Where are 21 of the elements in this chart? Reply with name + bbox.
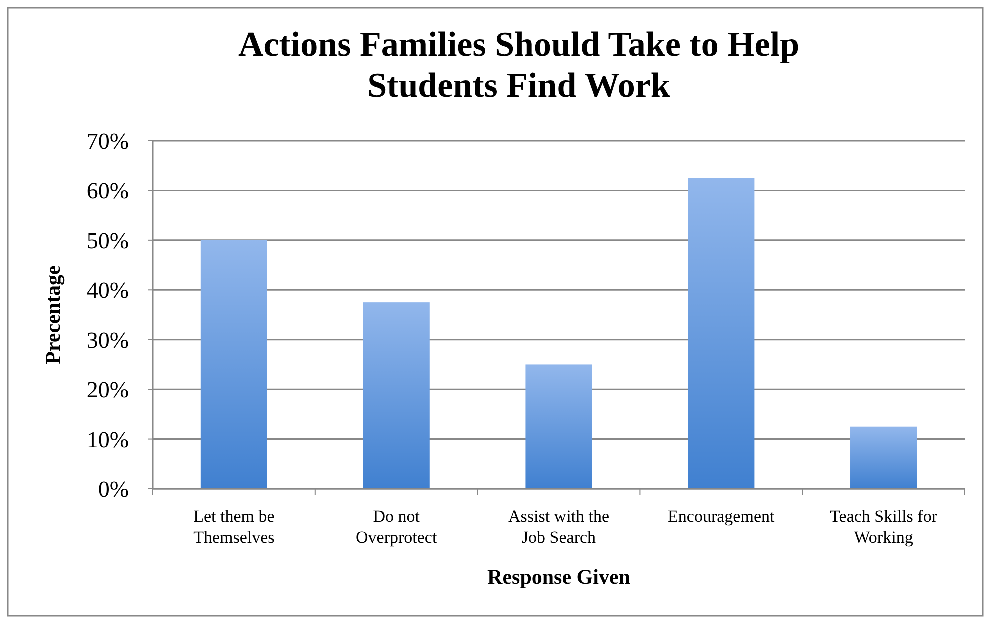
y-tick-label: 10% — [86, 427, 129, 452]
y-tick-label: 70% — [86, 129, 129, 154]
x-tick-label: Assist with the Job Search — [508, 507, 610, 547]
y-tick-label: 20% — [86, 378, 129, 403]
y-axis-title: Precentage — [41, 266, 65, 364]
y-tick-label: 0% — [98, 477, 129, 502]
x-tick-label: Encouragement — [668, 507, 776, 526]
y-tick-label: 50% — [86, 228, 129, 254]
bar — [363, 302, 430, 489]
y-tick-label: 40% — [86, 278, 129, 304]
x-axis-title: Response Given — [488, 565, 631, 589]
x-tick-label: Do not Overprotect — [356, 507, 438, 547]
bar — [688, 178, 755, 489]
x-tick-label: Let them be Themselves — [194, 507, 275, 547]
bar — [200, 240, 268, 489]
y-tick-label: 30% — [86, 328, 129, 353]
y-tick-label: 60% — [86, 178, 129, 204]
chart-title: Actions Families Should Take to Help Students Find Work — [238, 25, 800, 105]
x-tick-label: Teach Skills for Working — [830, 507, 938, 547]
bar — [850, 426, 918, 489]
bar — [526, 364, 592, 489]
